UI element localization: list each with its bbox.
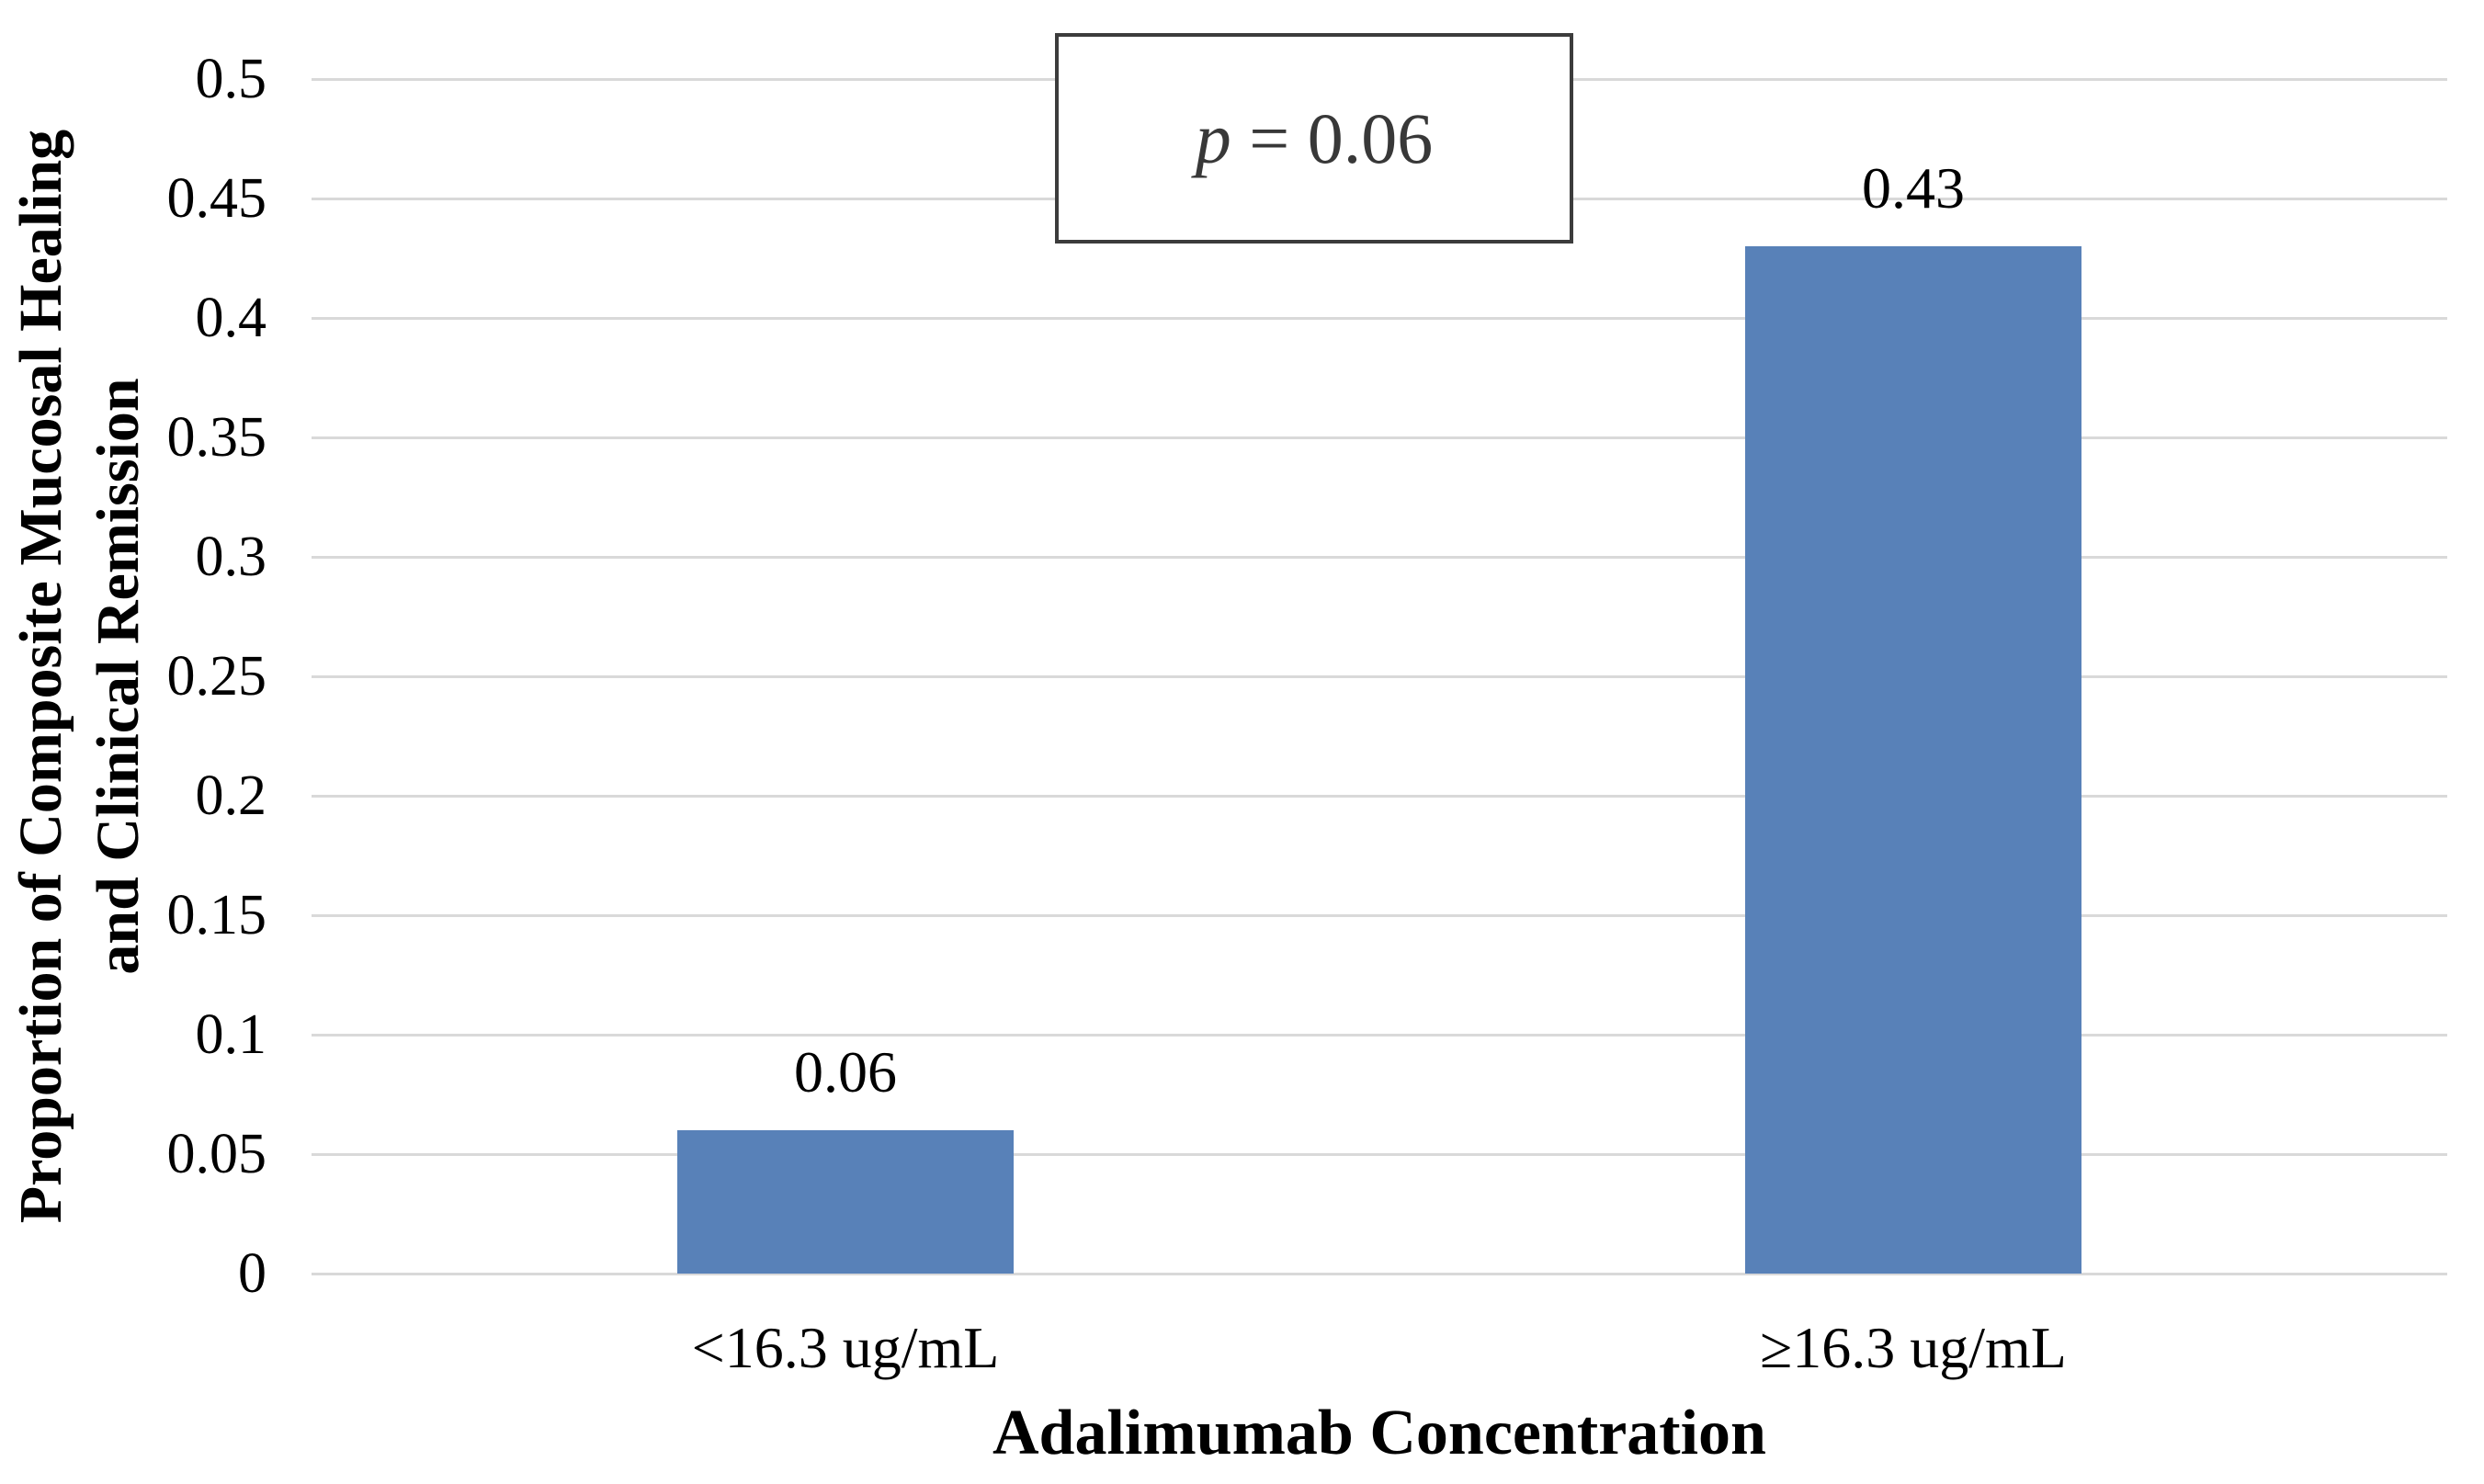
y-tick-label: 0.1 (195, 1003, 267, 1066)
y-tick-label: 0.45 (166, 167, 267, 230)
y-axis-title-line-2: and Clinical Remission (85, 378, 152, 975)
gridline (312, 913, 2447, 917)
y-tick-label: 0.2 (195, 765, 267, 827)
p-value-symbol: p (1195, 97, 1231, 178)
y-tick-label: 0.05 (166, 1123, 267, 1185)
gridline (312, 555, 2447, 559)
y-tick-label: 0.35 (166, 406, 267, 469)
bar-1 (677, 1130, 1014, 1274)
gridline (312, 316, 2447, 320)
y-tick-label: 0.3 (195, 526, 267, 588)
y-axis-title-line-1: Proportion of Composite Mucosal Healing (7, 129, 74, 1224)
y-axis-title: Proportion of Composite Mucosal Healing … (3, 33, 159, 1320)
y-tick-label: 0.25 (166, 645, 267, 708)
p-value-text: = 0.06 (1231, 97, 1434, 178)
y-tick-label: 0.15 (166, 884, 267, 946)
gridline (312, 794, 2447, 798)
p-value-annotation-box: p = 0.06 (1055, 33, 1573, 244)
gridline (312, 436, 2447, 439)
bar-data-label: 0.43 (1862, 155, 1965, 221)
gridline (312, 674, 2447, 678)
x-axis-title: Adalimumab Concentration (992, 1398, 1766, 1468)
y-tick-label: 0 (238, 1242, 267, 1305)
bar-data-label: 0.06 (794, 1039, 897, 1105)
bar-2 (1745, 246, 2081, 1274)
y-tick-label: 0.4 (195, 287, 267, 349)
y-tick-label: 0.5 (195, 48, 267, 110)
x-tick-label: <16.3 ug/mL (691, 1315, 1000, 1380)
gridline (312, 1152, 2447, 1156)
gridline (312, 1033, 2447, 1037)
plot-area: 0.06 0.43 (312, 77, 2447, 1275)
gridline (312, 1272, 2447, 1275)
x-tick-label: ≥16.3 ug/mL (1760, 1315, 2067, 1380)
